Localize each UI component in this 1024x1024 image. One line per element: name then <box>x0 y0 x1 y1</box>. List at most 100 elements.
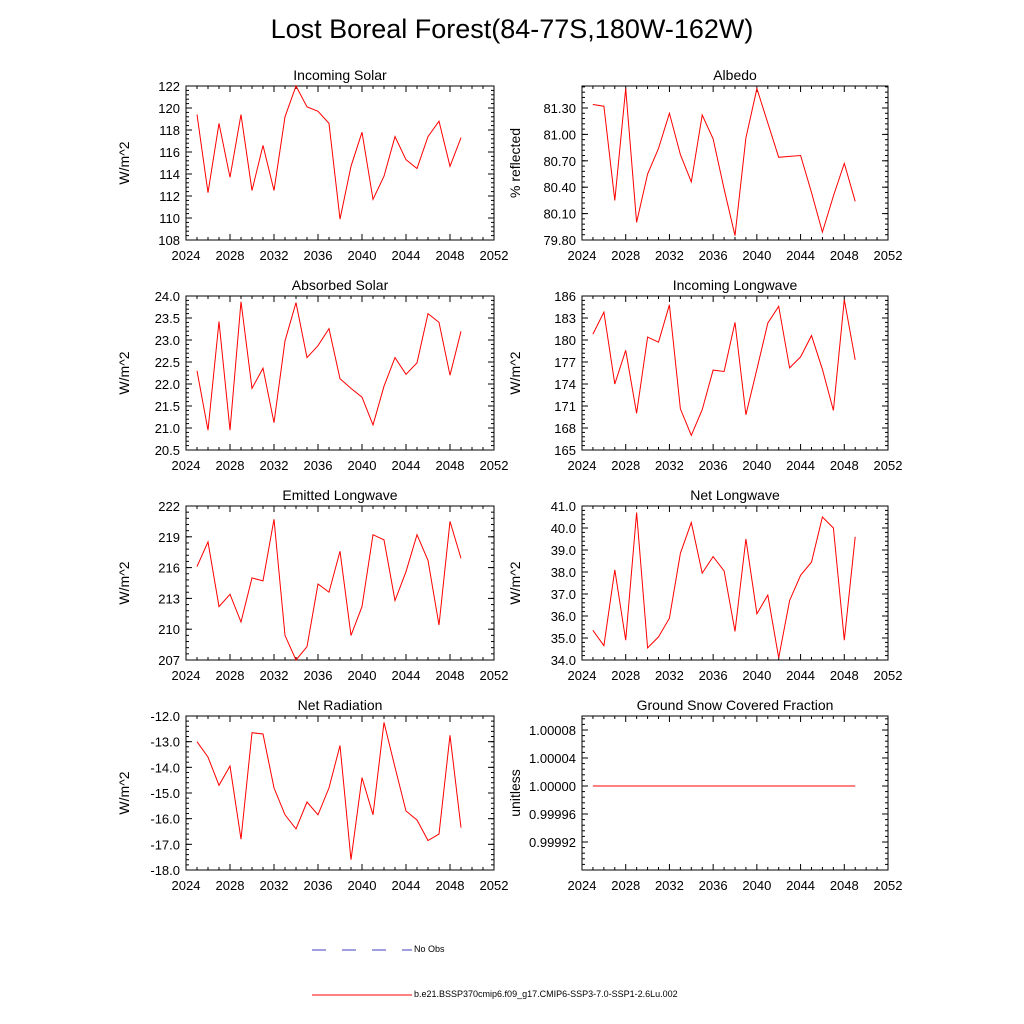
x-tick-label: 2032 <box>655 668 684 683</box>
y-tick-label: -13.0 <box>150 735 180 750</box>
x-tick-label: 2028 <box>611 458 640 473</box>
x-tick-label: 2052 <box>480 248 509 263</box>
y-tick-label: -17.0 <box>150 837 180 852</box>
x-tick-label: 2036 <box>304 878 333 893</box>
x-tick-label: 2044 <box>392 248 421 263</box>
series-line <box>592 512 856 658</box>
plot-frame <box>581 505 889 661</box>
x-tick-label: 2044 <box>392 878 421 893</box>
chart-panel-3: 2024 2028 2032 2036 2040 2044 2048 2052 165 168 17… <box>507 277 902 473</box>
x-tick-label: 2040 <box>742 458 771 473</box>
y-tick-label: 38.0 <box>551 565 576 580</box>
x-tick-label: 2044 <box>392 458 421 473</box>
x-tick-label: 2040 <box>348 878 377 893</box>
x-tick-label: 2048 <box>436 878 465 893</box>
y-tick-label: 1.00000 <box>529 779 576 794</box>
x-tick-label: 2040 <box>348 458 377 473</box>
x-tick-label: 2052 <box>480 668 509 683</box>
x-tick-label: 2028 <box>216 248 245 263</box>
x-tick-label: 2028 <box>611 878 640 893</box>
x-tick-label: 2028 <box>611 668 640 683</box>
chart-panel-1: 2024 2028 2032 2036 2040 2044 2048 2052 79.80 80.… <box>507 67 902 263</box>
y-tick-label: 210 <box>158 622 180 637</box>
x-tick-label: 2040 <box>742 668 771 683</box>
y-tick-label: 108 <box>158 233 180 248</box>
x-tick-label: 2040 <box>348 248 377 263</box>
legend-model-label: b.e21.BSSP370cmip6.f09_g17.CMIP6-SSP3-7.… <box>414 989 678 999</box>
plot-frame <box>581 715 889 871</box>
y-tick-label: -15.0 <box>150 786 180 801</box>
y-tick-label: 0.99996 <box>529 807 576 822</box>
y-tick-label: 80.70 <box>543 154 576 169</box>
chart-panel-0: 2024 2028 2032 2036 2040 2044 2048 2052 108 110 11… <box>116 67 508 263</box>
y-tick-label: 24.0 <box>155 289 180 304</box>
y-tick-label: 207 <box>158 653 180 668</box>
x-tick-label: 2032 <box>260 668 289 683</box>
y-tick-label: 81.00 <box>543 127 576 142</box>
series-line <box>196 722 462 860</box>
y-tick-label: -16.0 <box>150 812 180 827</box>
y-tick-label: 1.00004 <box>529 751 576 766</box>
panel-title: Incoming Solar <box>293 67 387 83</box>
x-tick-label: 2048 <box>830 878 859 893</box>
y-tick-label: 36.0 <box>551 609 576 624</box>
y-tick-label: 80.40 <box>543 180 576 195</box>
chart-panel-7: 2024 2028 2032 2036 2040 2044 2048 2052 0.99992 0… <box>507 697 902 893</box>
y-tick-label: 168 <box>554 421 576 436</box>
x-tick-label: 2052 <box>874 668 903 683</box>
y-tick-label: 116 <box>159 145 180 160</box>
y-tick-label: 177 <box>554 355 576 370</box>
panel-title: Albedo <box>713 67 757 83</box>
y-tick-label: 118 <box>159 123 180 138</box>
panel-title: Incoming Longwave <box>673 277 798 293</box>
x-tick-label: 2032 <box>260 248 289 263</box>
y-tick-label: 180 <box>554 333 576 348</box>
y-tick-label: 219 <box>158 530 180 545</box>
x-tick-label: 2040 <box>742 878 771 893</box>
y-tick-label: 213 <box>158 591 180 606</box>
y-tick-label: 1.00008 <box>529 723 576 738</box>
y-axis-label: W/m^2 <box>116 141 132 184</box>
x-tick-label: 2044 <box>786 668 815 683</box>
legend-obs-label: No Obs <box>414 944 445 954</box>
y-tick-label: -14.0 <box>150 760 180 775</box>
y-tick-label: 165 <box>554 443 576 458</box>
y-axis-label: W/m^2 <box>507 561 523 604</box>
y-tick-label: 41.0 <box>551 499 576 514</box>
x-tick-label: 2024 <box>568 458 597 473</box>
y-tick-label: 174 <box>554 377 576 392</box>
y-tick-label: 114 <box>159 167 180 182</box>
x-tick-label: 2028 <box>216 458 245 473</box>
y-tick-label: 34.0 <box>551 653 576 668</box>
x-tick-label: 2032 <box>260 458 289 473</box>
panel-title: Net Longwave <box>690 487 780 503</box>
x-tick-label: 2036 <box>699 248 728 263</box>
plot-frame <box>185 715 495 871</box>
y-tick-label: 0.99992 <box>529 835 576 850</box>
panel-title: Absorbed Solar <box>292 277 389 293</box>
y-tick-label: 21.0 <box>155 421 180 436</box>
y-tick-label: 39.0 <box>551 543 576 558</box>
y-tick-label: 122 <box>158 79 180 94</box>
y-tick-label: 79.80 <box>543 233 576 248</box>
x-tick-label: 2048 <box>830 248 859 263</box>
y-tick-label: 81.30 <box>543 101 576 116</box>
x-tick-label: 2048 <box>436 668 465 683</box>
chart-panel-6: 2024 2028 2032 2036 2040 2044 2048 2052 -18.0 -17… <box>116 697 508 893</box>
x-tick-label: 2040 <box>348 668 377 683</box>
chart-panel-2: 2024 2028 2032 2036 2040 2044 2048 2052 20.5 21.0… <box>116 277 508 473</box>
y-tick-label: 110 <box>159 211 180 226</box>
x-tick-label: 2048 <box>436 248 465 263</box>
x-tick-label: 2024 <box>568 248 597 263</box>
series-line <box>196 301 462 431</box>
x-tick-label: 2028 <box>216 668 245 683</box>
panel-title: Ground Snow Covered Fraction <box>637 697 834 713</box>
series-line <box>196 84 462 220</box>
y-tick-label: 120 <box>158 101 180 116</box>
y-tick-label: 37.0 <box>551 587 576 602</box>
x-tick-label: 2024 <box>172 668 201 683</box>
panel-title: Net Radiation <box>298 697 383 713</box>
x-tick-label: 2044 <box>786 248 815 263</box>
y-tick-label: 112 <box>159 189 180 204</box>
x-tick-label: 2052 <box>874 458 903 473</box>
